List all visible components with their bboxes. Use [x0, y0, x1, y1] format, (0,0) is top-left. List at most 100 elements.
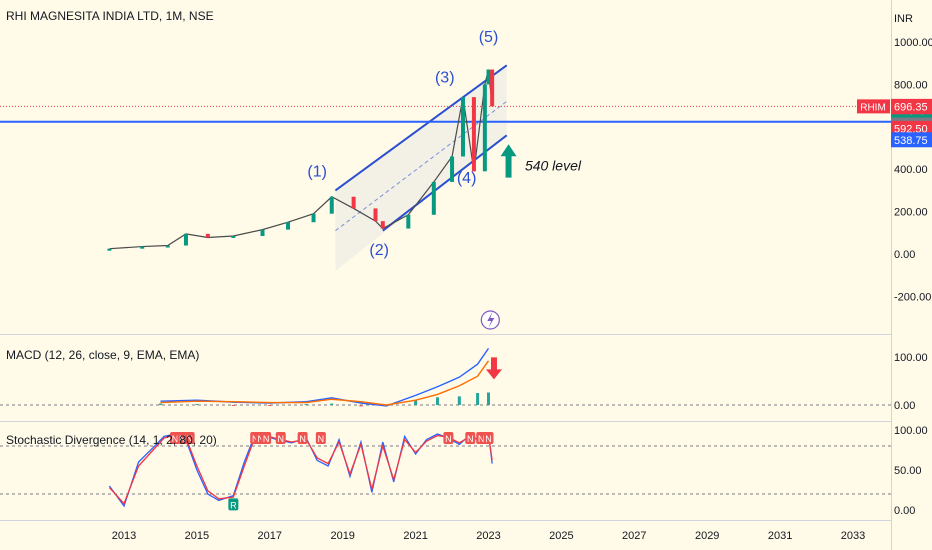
- x-tick-label: 2013: [112, 530, 136, 542]
- macd-histogram-bar: [359, 405, 363, 407]
- divergence-marker: [483, 432, 494, 444]
- y-tick-label: 0.00: [894, 249, 915, 261]
- macd-histogram-bar: [487, 392, 490, 405]
- price-candle[interactable]: [406, 214, 411, 229]
- divergence-marker: [261, 432, 272, 444]
- divergence-marker-label: N: [277, 434, 284, 444]
- lightning-bolt-path: [487, 312, 495, 328]
- divergence-marker: [297, 432, 308, 444]
- price-badge: [891, 120, 932, 136]
- price-candle[interactable]: [490, 69, 495, 107]
- x-tick-label: 2015: [185, 530, 209, 542]
- stochastic-title: Stochastic Divergence (14, 1, 2, 80, 20): [6, 433, 217, 447]
- macd-histogram-bar: [304, 404, 308, 406]
- price-candle[interactable]: [471, 97, 476, 172]
- divergence-marker-label: N: [252, 434, 259, 444]
- channel-fill: [335, 65, 507, 271]
- price-candle[interactable]: [165, 245, 170, 248]
- divergence-marker-label: N: [179, 434, 186, 444]
- wave-label: (3): [435, 69, 455, 86]
- stoch-tick-label: 50.00: [894, 465, 922, 477]
- macd-tick-label: 0.00: [894, 400, 915, 412]
- macd-tick-label: 100.00: [894, 352, 928, 364]
- x-tick-label: 2017: [258, 530, 282, 542]
- y-tick-label: -200.00: [894, 291, 931, 303]
- down-arrow-icon: [485, 357, 502, 380]
- price-candle[interactable]: [482, 84, 487, 172]
- macd-histogram-bar: [457, 396, 461, 405]
- macd-histogram-bar: [195, 404, 199, 406]
- price-candle[interactable]: [107, 248, 112, 251]
- x-tick-label: 2029: [695, 530, 719, 542]
- price-badge: [891, 132, 932, 148]
- channel-mid-line: [335, 100, 508, 232]
- divergence-marker: [443, 432, 454, 444]
- divergence-marker-label: N: [445, 434, 452, 444]
- macd-histogram-bar: [330, 403, 334, 405]
- divergence-marker-label: N: [467, 434, 474, 444]
- y-tick-label: 400.00: [894, 164, 928, 176]
- up-arrow-icon: [500, 144, 517, 178]
- price-candle[interactable]: [329, 196, 334, 214]
- price-candle[interactable]: [231, 235, 236, 238]
- price-badge-label: 696.35: [894, 101, 928, 113]
- price-candle[interactable]: [460, 97, 465, 157]
- price-candle[interactable]: [286, 222, 291, 230]
- divergence-marker-label: N: [485, 434, 492, 444]
- symbol-badge: [857, 99, 890, 114]
- macd-series-line[interactable]: [160, 347, 490, 407]
- stochastic-pane[interactable]: N N N NNN N N N N N N NR: [0, 431, 891, 511]
- price-candle[interactable]: [140, 246, 145, 249]
- price-candle[interactable]: [431, 181, 436, 215]
- price-candle[interactable]: [311, 213, 316, 223]
- macd-histogram-bar: [231, 405, 235, 406]
- macd-histogram-bar: [414, 400, 418, 405]
- macd-histogram-bar: [158, 403, 162, 405]
- symbol-badge-label: RHIM: [860, 102, 886, 113]
- macd-histogram-bar: [435, 397, 439, 405]
- divergence-marker: [184, 432, 195, 444]
- y-tick-label: 1000.00: [894, 37, 932, 49]
- divergence-marker-label: N: [263, 434, 270, 444]
- wave-label: (1): [307, 164, 327, 181]
- price-candle[interactable]: [260, 229, 265, 236]
- y-tick-label: 200.00: [894, 207, 928, 219]
- macd-series-line[interactable]: [160, 360, 490, 406]
- price-candle[interactable]: [205, 233, 210, 238]
- divergence-marker: [228, 498, 239, 511]
- chart-title: RHI MAGNESITA INDIA LTD, 1M, NSE: [6, 9, 214, 23]
- y-tick-label: 800.00: [894, 79, 928, 91]
- x-tick-label: 2021: [403, 530, 427, 542]
- divergence-marker-label: N: [172, 434, 179, 444]
- divergence-marker-label: N: [299, 434, 306, 444]
- x-tick-label: 2027: [622, 530, 646, 542]
- macd-histogram-bar: [476, 393, 480, 405]
- annotation-label: 540 level: [525, 157, 582, 173]
- wave-label: (2): [369, 242, 389, 259]
- x-tick-label: 2023: [476, 530, 500, 542]
- channel-upper-line[interactable]: [334, 64, 508, 192]
- divergence-marker: [275, 432, 286, 444]
- x-tick-label: 2033: [841, 530, 865, 542]
- x-tick-label: 2031: [768, 530, 792, 542]
- stoch-tick-label: 0.00: [894, 505, 915, 517]
- price-candle[interactable]: [351, 196, 356, 209]
- price-candle[interactable]: [373, 208, 378, 222]
- wave-label: (4): [457, 170, 477, 187]
- wave-label: (5): [479, 29, 499, 46]
- macd-histogram-bar: [268, 405, 272, 406]
- x-tick-label: 2019: [330, 530, 354, 542]
- macd-pane[interactable]: [0, 310, 891, 407]
- divergence-marker: [315, 432, 326, 444]
- stoch-tick-label: 100.00: [894, 425, 928, 437]
- divergence-marker-label: N: [478, 434, 485, 444]
- currency-label: INR: [894, 13, 913, 25]
- x-tick-label: 2025: [549, 530, 573, 542]
- axes: 2013 2015 2017 2019 2021 2023 2025 2027 2029 2031…: [112, 37, 932, 542]
- price-candle[interactable]: [380, 221, 385, 229]
- price-candle[interactable]: [183, 233, 188, 246]
- price-candle[interactable]: [486, 69, 491, 85]
- price-candle[interactable]: [450, 156, 455, 182]
